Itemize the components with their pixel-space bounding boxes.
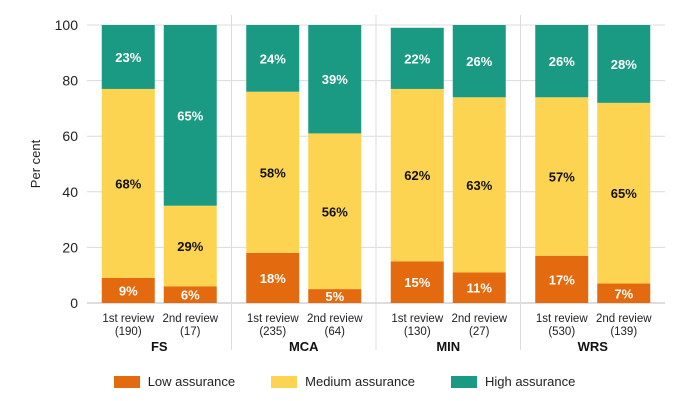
data-label: 65% (177, 108, 203, 123)
bar-segment (390, 27, 444, 89)
bar-count-label: (190) (115, 326, 142, 338)
data-label: 68% (115, 176, 141, 191)
group-label: WRS (578, 339, 609, 354)
bar-segment (163, 205, 217, 287)
bar-count-label: (235) (259, 326, 286, 338)
bar-segment (535, 25, 589, 98)
data-label: 62% (404, 168, 430, 183)
bar-category-label: 2nd review (596, 313, 652, 325)
bar-segment (246, 252, 300, 303)
y-axis-ticks: 0 20 40 60 80 100 (55, 17, 79, 311)
bar-segment (452, 25, 506, 98)
bar-count-label: (64) (325, 326, 346, 338)
bar-segment (101, 25, 155, 89)
bars: 9% 68% 23% 6% 29% 65% 18% 58% 24% 5% 56% 39% 15% 62% 2… (101, 25, 651, 304)
y-tick-label: 80 (62, 73, 78, 89)
bar-segment (535, 97, 589, 256)
data-label: 28% (611, 57, 637, 72)
bar-segment (163, 25, 217, 206)
legend-label-high: High assurance (484, 374, 576, 389)
legend-swatch-low (113, 375, 140, 388)
y-tick-label: 60 (62, 128, 78, 144)
bar-count-label: (130) (404, 326, 431, 338)
bar-count-label: (17) (180, 326, 201, 338)
data-label: 63% (466, 178, 492, 193)
data-label: 17% (549, 272, 575, 287)
bar-count-label: (27) (469, 326, 490, 338)
bar-segment (101, 277, 155, 303)
bar-category-label: 1st review (391, 313, 443, 325)
group-label: FS (151, 339, 168, 354)
bar-segment (246, 25, 300, 92)
data-label: 26% (549, 54, 575, 69)
y-tick-label: 20 (62, 239, 78, 255)
bar-segment (308, 289, 362, 303)
data-label: 24% (260, 51, 286, 66)
data-label: 18% (260, 271, 286, 286)
bar-segment (597, 283, 651, 303)
y-tick-label: 0 (70, 295, 78, 311)
data-label: 39% (322, 72, 348, 87)
data-label: 7% (614, 286, 633, 301)
legend-label-medium: Medium assurance (305, 374, 415, 389)
data-label: 5% (325, 289, 344, 304)
legend-item-medium: Medium assurance (271, 374, 415, 389)
data-label: 58% (260, 165, 286, 180)
legend-item-low: Low assurance (113, 374, 236, 389)
bar-segment (246, 91, 300, 253)
bar-segment (308, 133, 362, 290)
bar-segment (452, 272, 506, 303)
bar-segment (535, 255, 589, 303)
bar-category-label: 2nd review (162, 313, 218, 325)
bar-segment (452, 97, 506, 273)
data-label: 15% (404, 275, 430, 290)
bar-category-label: 2nd review (451, 313, 507, 325)
bar-segment (308, 25, 362, 134)
bar-count-label: (139) (610, 326, 637, 338)
legend-swatch-high (450, 375, 477, 388)
bar-segment (390, 261, 444, 303)
data-label: 56% (322, 204, 348, 219)
legend-swatch-medium (271, 375, 298, 388)
data-label: 11% (467, 281, 493, 296)
bar-segment (390, 88, 444, 262)
bar-category-label: 1st review (247, 313, 299, 325)
bar-category-label: 1st review (102, 313, 154, 325)
group-label: MCA (289, 339, 319, 354)
bar-count-label: (530) (548, 326, 575, 338)
data-label: 6% (181, 288, 200, 303)
data-label: 22% (404, 51, 430, 66)
bar-segment (597, 25, 651, 103)
y-tick-label: 40 (62, 184, 78, 200)
legend: Low assurance Medium assurance High assu… (0, 374, 689, 389)
data-label: 9% (119, 283, 138, 298)
bar-segment (597, 102, 651, 284)
data-label: 57% (549, 170, 575, 185)
bar-segment (163, 286, 217, 303)
y-axis-label: Per cent (28, 139, 43, 188)
data-label: 65% (611, 186, 637, 201)
legend-label-low: Low assurance (147, 374, 236, 389)
bar-category-label: 2nd review (307, 313, 363, 325)
bar-category-label: 1st review (536, 313, 588, 325)
bar-segment (101, 88, 155, 278)
data-label: 26% (466, 54, 492, 69)
legend-item-high: High assurance (450, 374, 576, 389)
data-label: 23% (115, 50, 141, 65)
y-tick-label: 100 (55, 17, 79, 33)
group-label: MIN (436, 339, 460, 354)
data-label: 29% (177, 239, 203, 254)
